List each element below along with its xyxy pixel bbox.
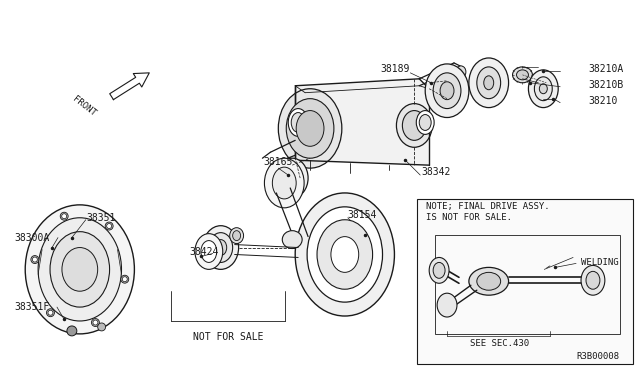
Text: 38165: 38165 <box>264 157 293 167</box>
Ellipse shape <box>440 82 454 100</box>
Polygon shape <box>109 73 149 100</box>
Ellipse shape <box>534 77 552 101</box>
Circle shape <box>105 222 113 230</box>
Ellipse shape <box>296 110 324 146</box>
Ellipse shape <box>516 70 529 80</box>
Ellipse shape <box>433 73 461 109</box>
Ellipse shape <box>469 267 509 295</box>
Ellipse shape <box>215 240 227 256</box>
Text: NOTE; FINAL DRIVE ASSY.: NOTE; FINAL DRIVE ASSY. <box>426 202 550 211</box>
Ellipse shape <box>437 293 457 317</box>
Ellipse shape <box>477 67 500 99</box>
Polygon shape <box>295 79 429 165</box>
Text: 38189: 38189 <box>380 64 410 74</box>
Circle shape <box>33 257 37 262</box>
Ellipse shape <box>586 271 600 289</box>
Ellipse shape <box>416 110 434 134</box>
Circle shape <box>47 309 54 317</box>
Ellipse shape <box>540 84 547 94</box>
Ellipse shape <box>469 58 509 108</box>
Text: 38342: 38342 <box>421 167 451 177</box>
Ellipse shape <box>288 109 308 137</box>
Text: IS NOT FOR SALE.: IS NOT FOR SALE. <box>426 213 512 222</box>
Ellipse shape <box>287 171 297 185</box>
Ellipse shape <box>25 205 134 334</box>
Text: SEE SEC.430: SEE SEC.430 <box>470 339 529 348</box>
Ellipse shape <box>264 158 304 208</box>
Bar <box>417 199 633 364</box>
Circle shape <box>61 214 67 219</box>
Ellipse shape <box>317 220 372 289</box>
Ellipse shape <box>433 262 445 278</box>
Circle shape <box>107 224 111 228</box>
Ellipse shape <box>291 113 305 132</box>
Ellipse shape <box>295 193 394 316</box>
Ellipse shape <box>456 66 466 78</box>
Text: 38154: 38154 <box>348 210 377 220</box>
Ellipse shape <box>331 237 358 272</box>
Ellipse shape <box>396 104 432 147</box>
Ellipse shape <box>477 272 500 290</box>
Ellipse shape <box>233 231 241 241</box>
Text: NOT FOR SALE: NOT FOR SALE <box>193 332 264 342</box>
Circle shape <box>93 320 98 325</box>
Circle shape <box>67 326 77 336</box>
Ellipse shape <box>282 165 302 191</box>
Text: 38351F: 38351F <box>14 302 49 312</box>
Ellipse shape <box>278 89 342 168</box>
Ellipse shape <box>484 76 493 90</box>
Text: 38210: 38210 <box>588 96 618 106</box>
Circle shape <box>31 256 39 263</box>
Ellipse shape <box>203 226 239 269</box>
Text: 38424: 38424 <box>189 247 218 257</box>
Circle shape <box>122 277 127 282</box>
Text: 38351: 38351 <box>87 213 116 223</box>
Text: 38210B: 38210B <box>588 80 623 90</box>
Ellipse shape <box>307 207 383 302</box>
Ellipse shape <box>201 241 217 262</box>
Text: FRONT: FRONT <box>70 95 97 118</box>
Circle shape <box>92 318 99 327</box>
Ellipse shape <box>425 64 469 118</box>
Ellipse shape <box>419 115 431 131</box>
Ellipse shape <box>282 231 302 248</box>
Circle shape <box>98 323 106 331</box>
Text: 38210A: 38210A <box>588 64 623 74</box>
Ellipse shape <box>230 228 244 244</box>
Text: R3B00008: R3B00008 <box>577 352 620 361</box>
Circle shape <box>121 275 129 283</box>
Ellipse shape <box>195 234 223 269</box>
Ellipse shape <box>403 110 426 140</box>
Ellipse shape <box>62 247 98 291</box>
Ellipse shape <box>529 70 558 108</box>
Ellipse shape <box>50 232 109 307</box>
Ellipse shape <box>273 167 296 199</box>
Bar <box>435 235 620 334</box>
Ellipse shape <box>513 67 532 83</box>
Ellipse shape <box>38 218 122 321</box>
Ellipse shape <box>276 158 308 198</box>
Text: WELDING: WELDING <box>581 258 619 267</box>
Circle shape <box>60 212 68 220</box>
Ellipse shape <box>286 99 334 158</box>
Text: 38300A: 38300A <box>14 232 49 243</box>
Ellipse shape <box>429 257 449 283</box>
Circle shape <box>48 310 53 315</box>
Ellipse shape <box>209 232 233 262</box>
Ellipse shape <box>581 265 605 295</box>
